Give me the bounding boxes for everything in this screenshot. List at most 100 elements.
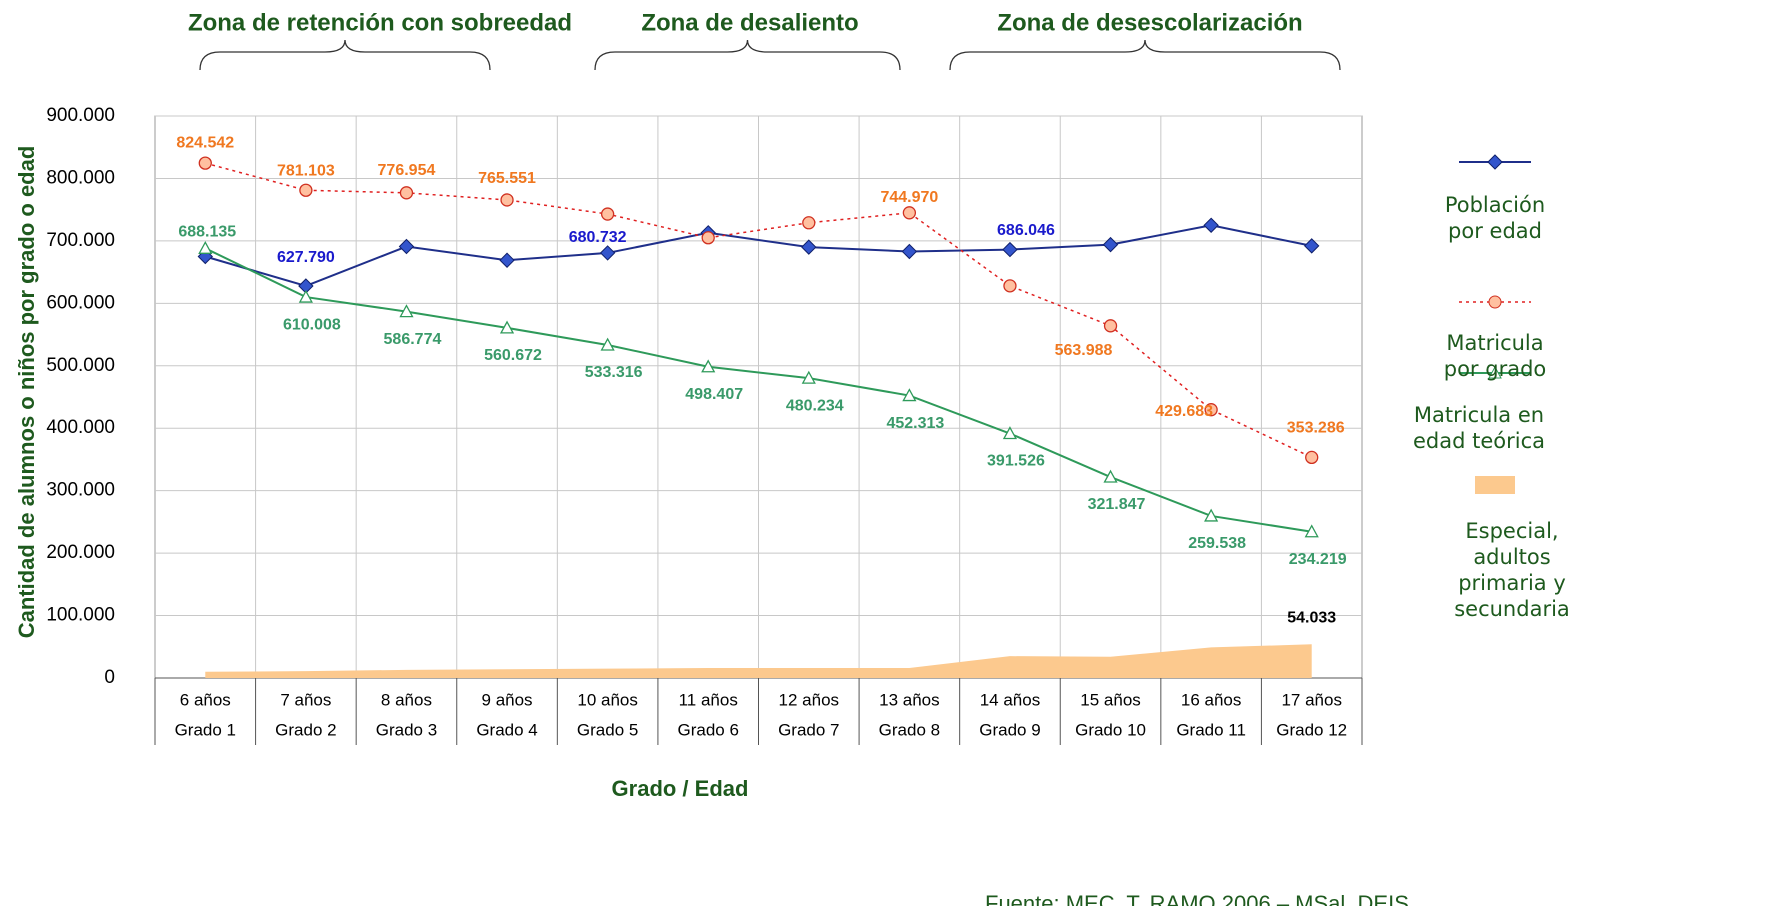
point-marker [901,243,918,260]
x-tick-label: Grado 7 [778,720,839,739]
y-tick-label: 300.000 [46,480,115,501]
x-tick-label: 11 años [679,690,738,709]
zone-label: Zona de desescolarización [997,9,1302,36]
x-tick-label: Grado 6 [677,720,738,739]
x-tick-label: 9 años [482,690,533,709]
data-label: 391.526 [987,453,1045,470]
data-label: 776.954 [378,162,436,179]
point-marker [701,231,715,245]
point-marker [1002,241,1018,258]
zone-brace [949,39,1341,71]
point-marker [1304,238,1320,254]
x-tick-label: 12 años [779,690,840,709]
x-tick-label: 17 años [1281,690,1342,709]
y-tick-label: 200.000 [46,542,115,563]
point-marker [398,238,415,255]
x-tick-label: Grado 5 [577,720,638,739]
y-tick-label: 400.000 [46,417,115,438]
point-marker [600,337,615,351]
data-label: 533.316 [585,364,643,381]
point-marker [1305,450,1319,465]
point-marker [1002,426,1018,440]
point-marker [499,320,515,334]
data-label: 781.103 [277,162,335,179]
series-line [205,224,1312,288]
point-marker [1204,403,1218,417]
zone-brace [199,39,491,71]
point-marker [399,304,414,318]
point-marker [198,156,212,170]
data-label: 824.542 [176,134,234,151]
zone-brace [594,39,901,71]
x-tick-label: Grado 8 [879,720,940,739]
data-label: 744.970 [880,189,938,206]
y-tick-label: 900.000 [46,105,115,126]
x-tick-label: Grado 12 [1276,720,1347,739]
x-tick-label: Grado 3 [376,720,437,739]
x-tick-label: 10 años [577,690,638,709]
x-tick-label: Grado 10 [1075,720,1146,739]
data-label: 234.219 [1289,551,1347,568]
legend-marker [1487,154,1503,170]
point-marker [801,239,817,255]
legend-entry: Población por edad [1444,193,1546,243]
x-tick-label: Grado 4 [476,720,537,739]
point-marker [1203,217,1219,233]
x-tick-label: 13 años [879,690,940,709]
point-marker [198,240,213,254]
point-marker [902,206,917,220]
zone-label: Zona de retención con sobreedad [188,9,572,36]
series-line [204,247,1312,533]
data-label: 560.672 [484,347,542,364]
data-label: 429.683 [1155,403,1213,420]
x-tick-label: 7 años [280,690,331,709]
data-label: 765.551 [478,170,536,187]
y-tick-label: 700.000 [46,230,115,251]
zone-label: Zona de desaliento [641,9,858,36]
x-tick-label: Grado 1 [175,720,236,739]
data-label: 688.135 [178,224,236,241]
legend-entry: Matricula en edad teórica [1412,403,1545,453]
data-label: 259.538 [1188,535,1246,552]
point-marker [600,207,615,221]
data-label: 353.286 [1287,420,1345,437]
data-label: 480.234 [786,397,844,414]
point-marker [801,370,816,384]
point-marker [902,388,917,402]
point-marker [1003,279,1017,293]
point-marker [599,245,616,261]
point-marker [701,359,716,373]
point-marker [399,186,414,200]
x-tick-label: 15 años [1080,690,1141,709]
x-tick-label: 16 años [1181,690,1242,709]
data-label: 563.988 [1055,342,1113,359]
point-marker [1103,469,1118,483]
legend-entry: Matricula por grado [1443,331,1547,381]
data-label: 54.033 [1287,609,1336,626]
point-marker [500,193,514,207]
source-note: Fuente: MEC, T. RAMO 2006 – MSal, DEIS [985,891,1409,906]
y-axis-title: Cantidad de alumnos o niños por grado o … [14,146,39,639]
x-tick-label: Grado 2 [275,720,336,739]
legend-marker [1488,295,1502,309]
point-marker [802,216,816,230]
y-tick-label: 600.000 [46,292,115,313]
x-axis-title: Grado / Edad [612,776,749,801]
point-marker [1103,319,1118,333]
legend-entry: Especial, adultos primaria y secundaria [1454,519,1570,621]
data-label: 452.313 [886,415,944,432]
x-tick-label: Grado 11 [1176,720,1246,739]
data-label: 321.847 [1088,496,1146,513]
point-marker [1204,508,1219,522]
legend-marker [1488,365,1502,379]
y-tick-label: 800.000 [46,167,115,188]
data-label: 498.407 [685,386,743,403]
point-marker [299,183,313,197]
point-marker [1102,236,1119,253]
area [205,644,1312,678]
point-marker [298,289,313,303]
series-line [205,162,1313,459]
x-tick-label: 14 años [980,690,1041,709]
x-tick-label: 8 años [381,690,432,709]
